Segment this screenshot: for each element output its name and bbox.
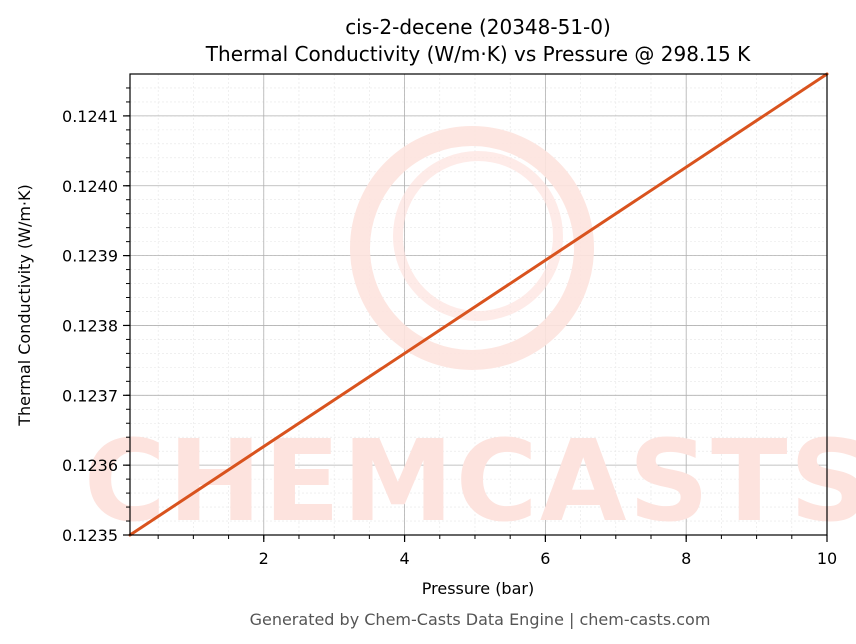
y-tick-label: 0.1235 [62,526,118,545]
footer-credit: Generated by Chem-Casts Data Engine | ch… [250,610,711,629]
y-axis: 0.1235 0.1236 0.1237 0.1238 0.1239 0.1240 0.12… [62,87,130,545]
y-tick-label: 0.1240 [62,177,118,196]
y-tick-label: 0.1236 [62,456,118,475]
x-axis-label: Pressure (bar) [422,579,534,598]
watermark-text: CHEMCASTS [84,417,856,547]
x-tick-label: 4 [399,549,409,568]
x-tick-label: 8 [681,549,691,568]
chart-title: cis-2-decene (20348-51-0) [345,15,611,39]
x-axis: 2 4 6 8 10 [157,535,837,568]
y-tick-label: 0.1238 [62,316,118,335]
x-tick-label: 10 [817,549,837,568]
plot-frame [129,73,828,536]
y-tick-label: 0.1239 [62,247,118,266]
plot-area: CHEMCASTS [84,72,856,547]
y-tick-label: 0.1241 [62,107,118,126]
series-line [128,72,829,537]
y-axis-label: Thermal Conductivity (W/m·K) [15,184,34,427]
x-tick-label: 2 [259,549,269,568]
chart-subtitle: Thermal Conductivity (W/m·K) vs Pressure… [205,42,751,66]
x-tick-label: 6 [540,549,550,568]
watermark: CHEMCASTS [84,126,856,547]
series-layer [128,72,829,537]
y-tick-label: 0.1237 [62,386,118,405]
